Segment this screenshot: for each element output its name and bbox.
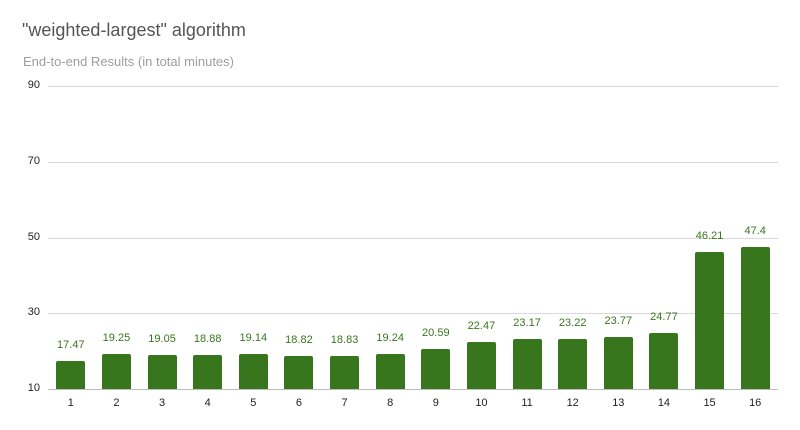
bar[interactable] bbox=[649, 333, 679, 389]
bar[interactable] bbox=[284, 355, 314, 389]
x-axis-tick-label: 1 bbox=[67, 397, 74, 409]
x-axis-tick-label: 8 bbox=[387, 397, 394, 409]
data-label: 47.4 bbox=[744, 225, 766, 238]
data-label: 23.77 bbox=[604, 314, 633, 327]
bar[interactable] bbox=[101, 353, 131, 389]
y-axis-tick-label: 10 bbox=[27, 382, 40, 394]
y-axis-tick-label: 50 bbox=[27, 231, 40, 243]
gridline bbox=[48, 238, 778, 239]
data-label: 46.21 bbox=[695, 229, 724, 242]
bar[interactable] bbox=[603, 336, 633, 389]
chart-title: "weighted-largest" algorithm bbox=[22, 20, 246, 40]
y-axis-tick-label: 30 bbox=[27, 306, 40, 318]
gridline bbox=[48, 313, 778, 314]
bar[interactable] bbox=[330, 355, 360, 389]
data-label: 23.17 bbox=[513, 317, 541, 330]
bar[interactable] bbox=[193, 355, 223, 389]
bar[interactable] bbox=[56, 360, 86, 389]
x-axis-tick-label: 16 bbox=[749, 397, 762, 409]
x-axis-tick-label: 13 bbox=[612, 397, 625, 409]
gridline bbox=[48, 389, 778, 390]
x-axis-tick-label: 4 bbox=[204, 397, 211, 409]
gridline bbox=[48, 162, 778, 163]
x-axis-tick-label: 11 bbox=[521, 397, 533, 409]
data-label: 24.77 bbox=[650, 311, 678, 324]
x-axis-tick-label: 15 bbox=[703, 397, 716, 409]
data-label: 19.05 bbox=[148, 332, 176, 345]
x-axis-tick-label: 9 bbox=[432, 397, 439, 409]
bar[interactable] bbox=[147, 354, 177, 389]
data-label: 22.47 bbox=[467, 319, 496, 332]
data-label: 17.47 bbox=[57, 338, 85, 351]
x-axis-tick-label: 2 bbox=[113, 397, 120, 409]
bar[interactable] bbox=[558, 338, 588, 389]
x-axis-tick-label: 12 bbox=[566, 397, 579, 409]
bar[interactable] bbox=[421, 348, 451, 389]
bar[interactable] bbox=[740, 247, 770, 389]
x-axis-tick-label: 5 bbox=[250, 397, 257, 409]
data-label: 18.88 bbox=[193, 333, 222, 346]
chart-subtitle: End-to-end Results (in total minutes) bbox=[23, 54, 234, 69]
x-axis-tick-label: 10 bbox=[475, 397, 488, 409]
bar[interactable] bbox=[466, 341, 496, 389]
bar[interactable] bbox=[238, 354, 268, 389]
data-label: 19.25 bbox=[102, 331, 131, 344]
data-label: 19.14 bbox=[239, 332, 268, 345]
bar[interactable] bbox=[695, 251, 725, 389]
y-axis-tick-label: 70 bbox=[27, 155, 40, 167]
data-label: 20.59 bbox=[422, 326, 450, 339]
x-axis-tick-label: 6 bbox=[295, 397, 302, 409]
bar[interactable] bbox=[512, 339, 542, 389]
x-axis-tick-label: 3 bbox=[159, 397, 166, 409]
gridline bbox=[48, 86, 778, 87]
y-axis-tick-label: 90 bbox=[27, 79, 40, 91]
data-label: 18.82 bbox=[285, 333, 313, 346]
data-label: 19.24 bbox=[376, 332, 404, 344]
data-label: 23.22 bbox=[558, 316, 587, 329]
bar[interactable] bbox=[375, 354, 405, 389]
x-axis-tick-label: 14 bbox=[657, 397, 671, 409]
x-axis-tick-label: 7 bbox=[341, 397, 348, 409]
data-label: 18.83 bbox=[330, 333, 359, 346]
